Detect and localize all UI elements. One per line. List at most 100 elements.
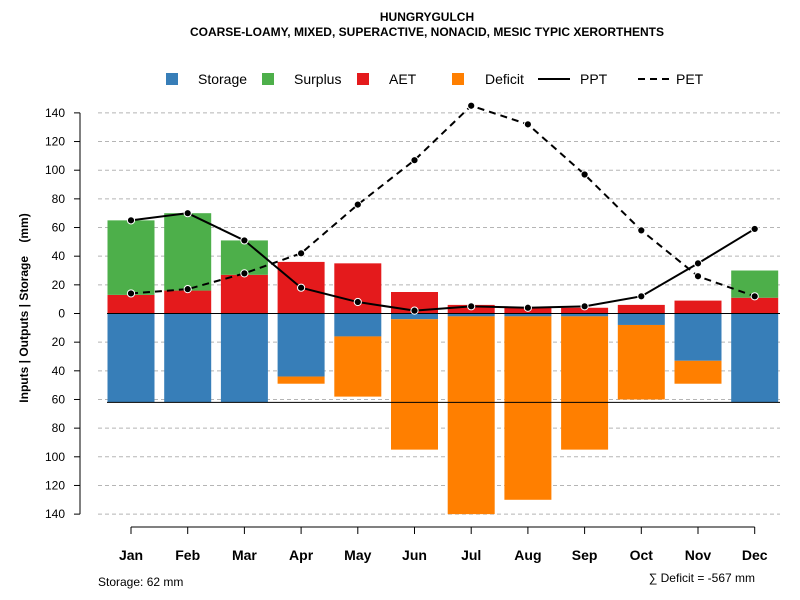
ppt-point [637,292,646,301]
pet-point [410,156,419,165]
ppt-point [126,216,136,225]
x-tick-label: Jun [402,547,427,563]
legend-swatch-deficit [452,73,464,85]
storage-bar [674,313,722,361]
deficit-bar [504,316,552,500]
y-tick-label: 140 [45,106,65,120]
deficit-note: ∑ Deficit = -567 mm [649,571,755,585]
y-tick-label: 20 [52,278,66,292]
storage-bar [561,313,609,317]
ppt-point [523,303,533,312]
deficit-bar [334,336,382,397]
y-tick-label: 60 [52,392,66,406]
y-tick-label: 80 [52,192,66,206]
legend-label-pet: PET [676,71,704,87]
storage-bar [504,313,552,317]
surplus-bar [220,240,268,275]
legend-swatch-surplus [262,73,274,85]
legend-label-aet: AET [389,71,417,87]
pet-point [523,120,533,129]
y-tick-label: 140 [45,507,65,521]
ppt-point [297,283,306,292]
y-axis-label: Inputs | Outputs | Storage (mm) [17,213,31,402]
legend: Storage Surplus AET Deficit PPT PET [166,71,704,87]
ppt-point [183,209,192,218]
x-tick-label: Oct [630,547,654,563]
y-tick-label: 100 [45,450,65,464]
x-tick-label: Jul [461,547,481,563]
x-tick-label: Mar [232,547,257,563]
ppt-point [467,302,476,311]
ppt-line [130,212,756,312]
pet-point [126,289,136,298]
chart-title: HUNGRYGULCH [380,10,474,24]
y-tick-label: 120 [45,478,65,492]
aet-bar [674,300,722,314]
x-tick-label: Nov [685,547,712,563]
aet-bar [561,307,609,314]
deficit-bar [617,324,665,400]
storage-note: Storage: 62 mm [98,575,183,589]
aet-bar [731,297,779,314]
ppt-point [580,302,589,311]
bars [107,213,779,515]
y-tick-label: 20 [52,335,66,349]
pet-point [637,226,646,235]
surplus-bar [164,213,212,291]
y-tick-label: 100 [45,163,65,177]
storage-bar [277,313,325,377]
y-tick-label: 120 [45,135,65,149]
storage-bar [107,313,155,403]
x-tick-label: Jan [119,547,143,563]
x-tick-label: Feb [175,547,200,563]
ppt-point [750,224,759,234]
gridlines [98,112,780,515]
pet-line [130,104,756,298]
deficit-bar [391,319,438,450]
aet-bar [617,304,665,314]
pet-point [750,292,759,301]
deficit-bar [674,360,722,384]
x-tick-label: Apr [289,547,314,563]
surplus-bar [107,220,155,295]
y-tick-label: 0 [58,307,65,321]
x-tick-label: Sep [572,547,598,563]
pet-point [183,285,192,294]
y-tick-label: 80 [52,421,66,435]
storage-bar [334,313,382,337]
reference-lines [107,313,780,403]
storage-bar [447,313,495,317]
ppt-point [240,236,249,245]
x-tick-label: May [344,547,371,563]
aet-bar [220,274,268,314]
legend-label-surplus: Surplus [294,71,341,87]
x-tick-label: Dec [742,547,768,563]
storage-bar [164,313,212,403]
storage-bar [617,313,665,325]
aet-bar [107,294,155,314]
pet-point [580,170,589,179]
y-tick-label: 40 [52,249,66,263]
ppt-point [693,259,703,268]
storage-bar [391,313,438,320]
deficit-bar [277,376,325,384]
axes: 140 120 100 80 60 40 20 0 20 40 60 80 100 120 140 Jan Fe… [45,106,768,563]
deficit-bar [447,316,495,515]
chart-subtitle: COARSE-LOAMY, MIXED, SUPERACTIVE, NONACI… [190,25,664,39]
legend-label-deficit: Deficit [485,71,524,87]
pet-point [353,200,362,209]
storage-bar [731,313,779,403]
x-tick-label: Aug [514,547,541,563]
legend-swatch-storage [166,73,178,85]
pet-point [297,249,306,258]
aet-bar [164,290,212,314]
legend-label-ppt: PPT [580,71,608,87]
y-tick-label: 40 [52,364,66,378]
deficit-bar [561,316,609,450]
pet-point [240,269,249,278]
pet-point [467,101,476,110]
lines [126,101,759,315]
storage-bar [220,313,268,403]
legend-swatch-aet [357,73,369,85]
